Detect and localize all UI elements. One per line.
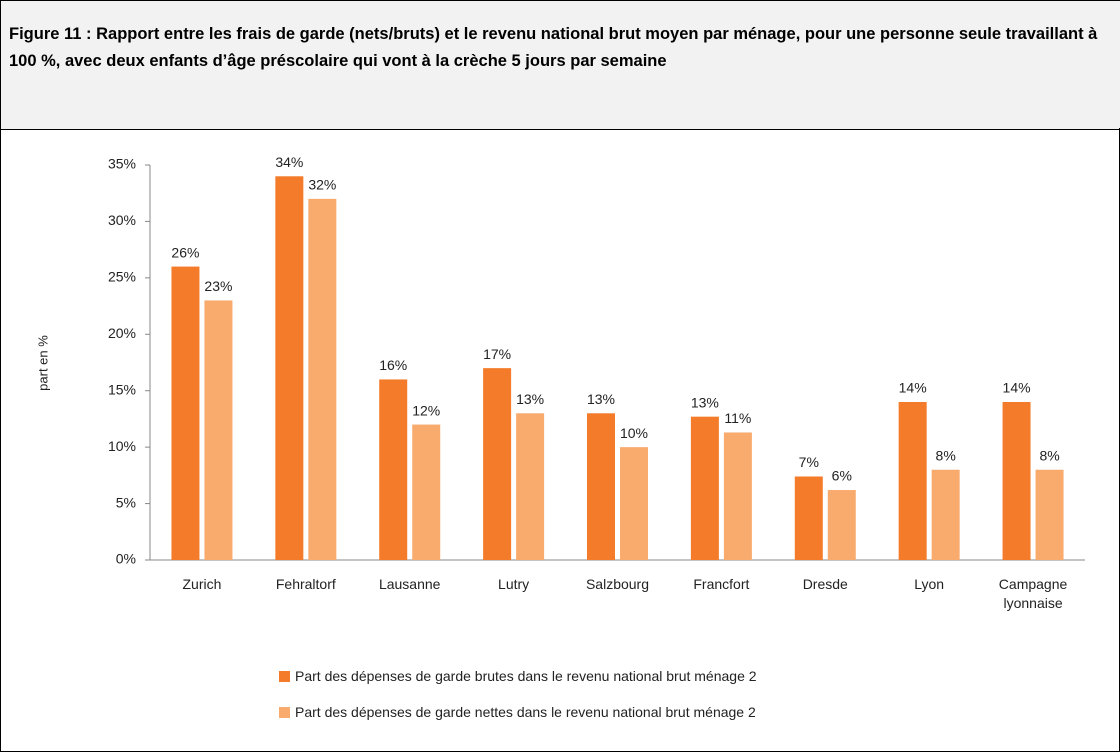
x-tick-label: Campagne lyonnaise [998, 576, 1068, 611]
bar [723, 432, 752, 560]
legend-label: Part des dépenses de garde nettes dans l… [295, 704, 756, 720]
data-label: 12% [412, 402, 440, 418]
bar [275, 176, 304, 561]
bar [1002, 402, 1031, 560]
y-tick-label: 0% [116, 551, 136, 567]
data-label: 8% [1039, 447, 1059, 463]
chart-title: Figure 11 : Rapport entre les frais de g… [0, 0, 1120, 130]
data-label: 13% [587, 391, 615, 407]
bar [516, 413, 545, 560]
x-tick-label: Dresde [802, 576, 848, 592]
data-label: 13% [516, 391, 544, 407]
bar [1035, 469, 1064, 560]
bar [690, 416, 719, 560]
data-label: 17% [483, 346, 511, 362]
x-tick-label: Lutry [498, 576, 530, 592]
bar [171, 266, 200, 560]
data-label: 8% [936, 447, 956, 463]
data-label: 16% [379, 357, 407, 373]
bar [898, 402, 927, 560]
data-label: 13% [691, 394, 719, 410]
x-tick-label: Fehraltorf [275, 576, 336, 592]
data-label: 10% [620, 425, 648, 441]
data-label: 26% [171, 244, 199, 260]
data-label: 14% [899, 380, 927, 396]
data-label: 7% [799, 454, 819, 470]
bar [620, 447, 648, 560]
y-tick-label: 20% [108, 325, 136, 341]
x-tick-label: Zurich [182, 576, 222, 592]
bar [794, 476, 823, 560]
bar [379, 379, 408, 560]
y-tick-label: 35% [108, 156, 136, 172]
legend-swatch [279, 707, 290, 718]
data-label: 34% [275, 154, 303, 170]
bar [308, 198, 337, 560]
data-label: 23% [204, 278, 232, 294]
data-label: 11% [724, 410, 751, 426]
legend-swatch [279, 671, 290, 682]
bar [412, 424, 441, 560]
y-tick-label: 30% [108, 212, 136, 228]
data-label: 32% [308, 177, 336, 193]
bar [931, 469, 960, 560]
bar [204, 300, 233, 560]
bar [483, 368, 512, 560]
x-tick-label: Salzbourg [585, 576, 650, 592]
x-tick-label: Francfort [693, 576, 750, 592]
legend-label: Part des dépenses de garde brutes dans l… [295, 668, 757, 684]
x-tick-label: Lyon [914, 576, 945, 592]
data-label: 14% [1003, 380, 1031, 396]
y-tick-label: 10% [108, 438, 136, 454]
x-tick-label: Lausanne [378, 576, 441, 592]
y-tick-label: 15% [108, 381, 136, 397]
bar [587, 413, 615, 560]
y-tick-label: 5% [116, 494, 136, 510]
y-axis-label: part en % [35, 335, 50, 391]
data-label: 6% [832, 468, 852, 484]
y-tick-label: 25% [108, 269, 136, 285]
bar [827, 490, 856, 560]
